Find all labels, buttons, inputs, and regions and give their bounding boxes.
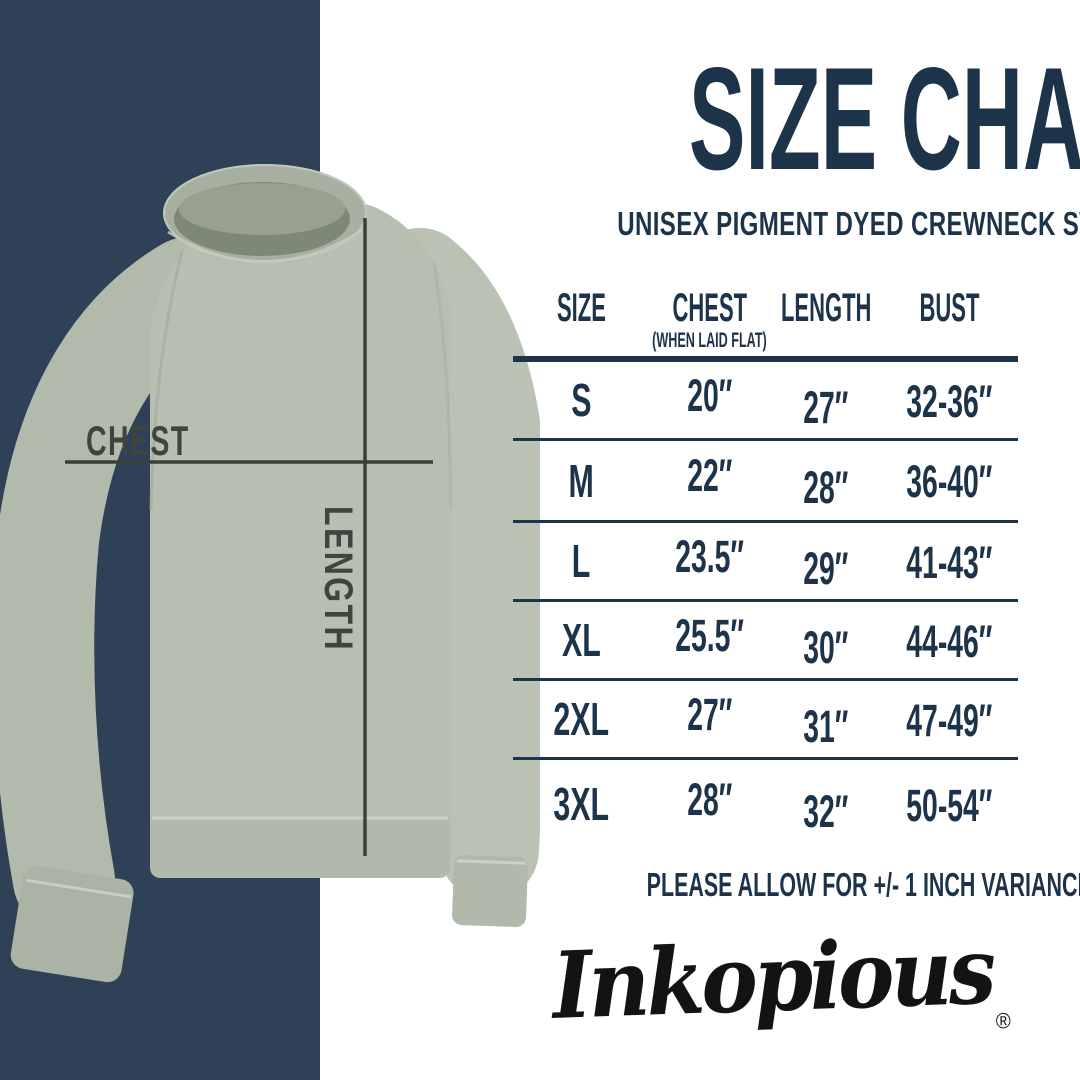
length-value: 27″	[803, 381, 849, 433]
bust-value: 47-49″	[906, 694, 993, 746]
body	[150, 195, 450, 878]
sweatshirt-photo-area: CHEST LENGTH	[0, 164, 540, 983]
right-cuff	[452, 855, 528, 927]
size-value: XL	[561, 614, 601, 666]
size-table: SIZE CHEST LENGTH BUST (WHEN LAID FLAT) …	[513, 286, 1018, 848]
bust-value: 32-36″	[906, 375, 993, 427]
col-header-bust: BUST	[919, 286, 980, 330]
left-sleeve	[0, 237, 239, 931]
col-header-chest: CHEST	[672, 286, 748, 330]
left-cuff	[10, 865, 134, 983]
bust-value: 41-43″	[906, 536, 993, 588]
brand-logo: Inkopious®	[505, 917, 1055, 1053]
waistband	[150, 818, 450, 878]
table-row: 3XL 28″ 32″ 50-54″	[513, 760, 1018, 848]
length-value: 30″	[803, 621, 849, 673]
table-row: XL 25.5″ 30″ 44-46″	[513, 602, 1018, 681]
size-value: M	[568, 454, 594, 507]
length-value: 28″	[803, 462, 849, 513]
col-header-size: SIZE	[556, 286, 606, 330]
left-armhole-seam	[149, 251, 184, 511]
chest-measure-label: CHEST	[86, 417, 190, 464]
right-sleeve	[370, 228, 540, 900]
length-value: 31″	[803, 700, 849, 752]
col-header-length: LENGTH	[780, 286, 872, 330]
product-subtitle: UNISEX PIGMENT DYED CREWNECK SWEATSHIRT	[617, 205, 1080, 242]
size-value: 2XL	[553, 693, 610, 745]
sweatshirt-illustration	[0, 164, 540, 983]
chest-value: 23.5″	[675, 530, 745, 582]
collar-back-fabric	[179, 183, 345, 235]
page-title: SIZE CHART	[688, 37, 1080, 200]
size-value: S	[571, 374, 592, 426]
chest-value: 20″	[687, 369, 733, 421]
chest-column-note: (WHEN LAID FLAT)	[652, 329, 768, 352]
right-armhole-seam	[432, 261, 453, 511]
bust-value: 36-40″	[906, 456, 993, 507]
table-row: 2XL 27″ 31″ 47-49″	[513, 681, 1018, 760]
size-value: 3XL	[553, 778, 610, 830]
length-measure-label: LENGTH	[316, 506, 360, 652]
size-value: L	[571, 535, 591, 587]
table-row: M 22″ 28″ 36-40″	[513, 441, 1018, 523]
brand-logo-text: Inkopious	[550, 916, 994, 1040]
chest-value: 25.5″	[675, 609, 745, 661]
registered-trademark-icon: ®	[995, 1007, 1011, 1034]
table-row: L 23.5″ 29″ 41-43″	[513, 523, 1018, 602]
chest-value: 28″	[687, 773, 733, 825]
table-row: S 20″ 27″ 32-36″	[513, 362, 1018, 441]
collar-bottom-stitch	[167, 228, 363, 263]
length-value: 32″	[803, 785, 849, 837]
chest-value: 22″	[687, 450, 733, 501]
size-chart-panel: SIZE CHART UNISEX PIGMENT DYED CREWNECK …	[505, 0, 1080, 1080]
bust-value: 50-54″	[906, 779, 993, 831]
variance-note: PLEASE ALLOW FOR +/- 1 INCH VARIANCE IN …	[646, 866, 1080, 903]
chest-value: 27″	[687, 688, 733, 740]
size-table-header: SIZE CHEST LENGTH BUST (WHEN LAID FLAT)	[513, 286, 1018, 362]
length-value: 29″	[803, 542, 849, 594]
bust-value: 44-46″	[906, 615, 993, 667]
